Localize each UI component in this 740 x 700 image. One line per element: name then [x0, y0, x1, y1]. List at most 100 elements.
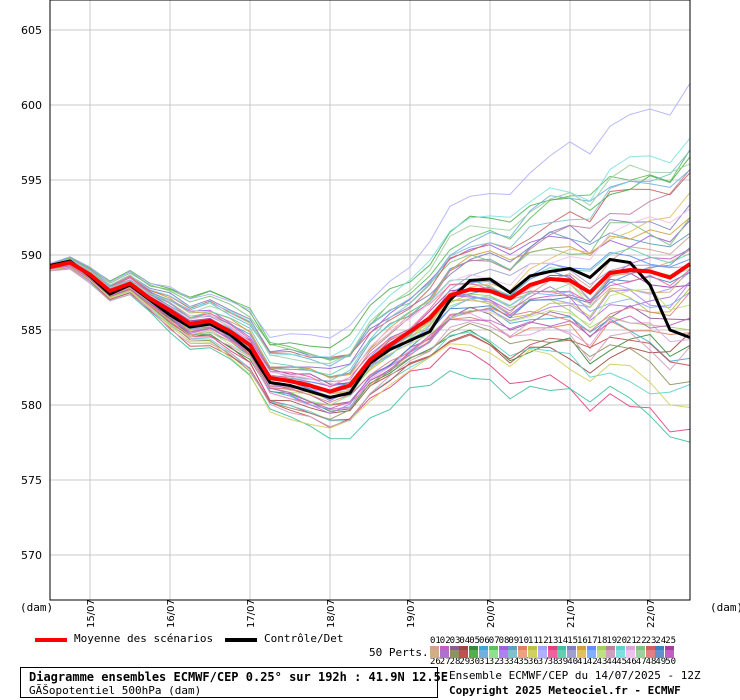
perturbation-id: 39 [557, 657, 569, 667]
perturbation-id: 27 [439, 657, 451, 667]
perturbation-id: 26 [430, 657, 441, 667]
mean-series [49, 260, 692, 394]
perturbation-id: 48 [645, 657, 657, 667]
perturbation-line [49, 163, 691, 365]
perturbation-swatch [479, 650, 488, 658]
perturbation-swatch [557, 650, 567, 658]
perturbation-swatch [577, 650, 586, 658]
perturbation-line [49, 247, 691, 376]
perturbation-id: 34 [508, 657, 520, 667]
title-box: Diagramme ensembles ECMWF/CEP 0.25° sur … [20, 667, 448, 698]
ensemble-chart: 570 575 580 585 590 595 600 605 15/07 16/07 17/07… [20, 0, 740, 628]
perturbation-id: 45 [616, 657, 628, 667]
perturbation-swatch [528, 650, 537, 658]
perturbation-id: 35 [518, 657, 530, 667]
x-axis-unit-label: (dam) [710, 601, 740, 614]
mean-legend-swatch [35, 638, 67, 642]
perturbation-id: 12 [537, 636, 549, 646]
perturbation-swatch [488, 650, 498, 658]
run-info: Ensemble ECMWF/CEP du 14/07/2025 - 12Z [449, 669, 701, 682]
perturbation-id: 03 [449, 636, 461, 646]
perturbation-id: 32 [488, 657, 500, 667]
perturbation-id: 13 [547, 636, 559, 646]
y-tick-label: 570 [21, 549, 42, 562]
copyright: Copyright 2025 Meteociel.fr - ECMWF [449, 684, 681, 697]
perturbation-swatch [645, 650, 655, 658]
perturbation-swatch [547, 650, 557, 658]
perturbation-id: 16 [577, 636, 588, 646]
perturbation-line [49, 150, 691, 382]
y-tick-label: 575 [21, 474, 42, 487]
perturbation-line [49, 217, 691, 360]
perturbation-swatch [626, 650, 635, 658]
perturbation-id: 14 [557, 636, 569, 646]
x-axis-ticks: 15/07 16/07 17/07 18/07 19/07 20/07 21/07 22/07 [86, 599, 657, 628]
perturbation-swatch [518, 650, 528, 658]
perturbation-id: 15 [567, 636, 579, 646]
perturbation-id: 33 [498, 657, 510, 667]
perturbation-id: 19 [606, 636, 618, 646]
chart-title: Diagramme ensembles ECMWF/CEP 0.25° sur … [29, 670, 449, 684]
perturbation-swatch [586, 650, 596, 658]
perturbation-swatch [655, 650, 665, 658]
control-legend-label: Contrôle/Det [264, 632, 344, 645]
perturbation-line [49, 137, 691, 358]
perturbation-id: 24 [655, 636, 667, 646]
perturbation-id: 05 [469, 636, 481, 646]
plot-frame [49, 0, 691, 601]
perturbation-id: 07 [488, 636, 500, 646]
perturbation-swatch [635, 650, 645, 658]
y-tick-label: 580 [21, 399, 42, 412]
perturbations-legend-label: 50 Perts. [369, 646, 429, 659]
perturbation-swatch [469, 650, 479, 658]
perturbation-id: 50 [665, 657, 677, 667]
perturbation-id: 43 [596, 657, 608, 667]
perturbation-id: 02 [439, 636, 451, 646]
chart-subtitle: GÃŠopotentiel 500hPa (dam) [29, 684, 202, 697]
perturbation-id: 29 [459, 657, 471, 667]
perturbation-line [49, 208, 691, 387]
x-tick-label: 15/07 [86, 599, 97, 628]
y-tick-label: 605 [21, 24, 42, 37]
perturbation-id: 44 [606, 657, 618, 667]
perturbation-line [49, 172, 691, 358]
perturbation-swatch [459, 650, 469, 658]
perturbation-swatch [567, 650, 577, 658]
perturbation-id: 36 [528, 657, 539, 667]
control-legend-swatch [225, 638, 257, 642]
perturbation-id: 40 [567, 657, 579, 667]
perturbation-swatch [449, 650, 459, 658]
perturbation-id: 37 [537, 657, 549, 667]
perturbation-id: 47 [635, 657, 647, 667]
perturbation-swatch [439, 650, 449, 658]
perturbation-id: 25 [665, 636, 677, 646]
perturbation-line [49, 204, 691, 360]
x-tick-label: 21/07 [566, 599, 577, 628]
perturbation-series [49, 83, 691, 443]
mean-legend-label: Moyenne des scénarios [74, 632, 214, 645]
perturbation-id: 09 [508, 636, 520, 646]
mean-line [49, 260, 692, 394]
y-tick-label: 600 [21, 99, 42, 112]
perturbation-line [49, 267, 691, 443]
perturbation-id: 17 [586, 636, 598, 646]
perturbation-id: 10 [518, 636, 530, 646]
legend: Moyenne des scénarios Contrôle/Det 50 Pe… [0, 630, 740, 700]
perturbation-id: 08 [498, 636, 510, 646]
perturbation-id: 18 [596, 636, 608, 646]
perturbation-id: 01 [430, 636, 441, 646]
perturbation-id: 38 [547, 657, 559, 667]
x-tick-label: 18/07 [326, 599, 337, 628]
perturbation-line [49, 265, 691, 410]
perturbation-id: 22 [635, 636, 647, 646]
perturbation-id: 41 [577, 657, 588, 667]
perturbation-swatch [508, 650, 518, 658]
perturbation-swatch [596, 650, 606, 658]
perturbation-line [49, 169, 691, 383]
x-tick-label: 19/07 [406, 599, 417, 628]
perturbation-id: 04 [459, 636, 471, 646]
perturbation-id: 49 [655, 657, 667, 667]
perturbation-id: 11 [528, 636, 539, 646]
perturbation-id: 42 [586, 657, 598, 667]
perturbation-swatch [430, 650, 439, 658]
